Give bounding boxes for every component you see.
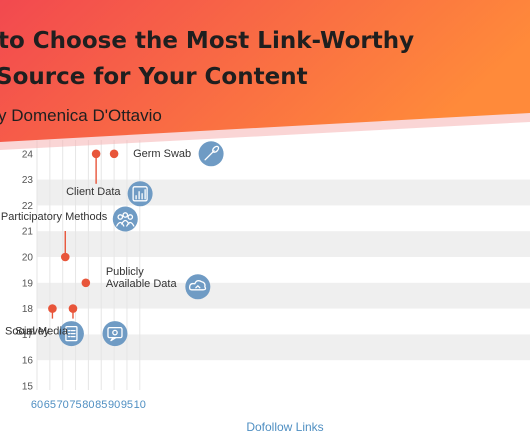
- header-banner: to Choose the Most Link-Worthy Source fo…: [0, 0, 530, 150]
- point-label: Social Media: [5, 326, 69, 338]
- data-point: [81, 278, 91, 288]
- x-tick-label: 65: [44, 399, 56, 411]
- y-tick-label: 20: [22, 253, 34, 264]
- point-label: Germ Swab: [133, 148, 191, 160]
- data-point-group: Social Media: [5, 304, 128, 347]
- chat-screen-icon: [102, 321, 128, 347]
- y-tick-label: 21: [22, 227, 34, 238]
- point-label: Client Data: [66, 186, 121, 198]
- x-axis-label: Dofollow Links: [246, 420, 323, 434]
- x-tick-label: 75: [69, 399, 81, 411]
- chart-bands: [37, 179, 530, 361]
- data-point-group: Publicly Available Data: [81, 266, 211, 300]
- y-tick-label: 15: [22, 382, 34, 393]
- article-title-line2: Source for Your Content: [0, 64, 308, 90]
- point-label: Survey: [15, 326, 50, 338]
- x-tick-label: 85: [95, 399, 107, 411]
- x-tick-label: 10: [134, 399, 146, 411]
- data-point-group: Survey: [15, 304, 84, 347]
- point-label: Participatory Methods: [1, 211, 108, 223]
- article-title-line1: to Choose the Most Link-Worthy: [0, 28, 414, 54]
- y-tick-label: 16: [22, 356, 34, 367]
- article-byline: y Domenica D'Ottavio: [0, 106, 162, 125]
- bar-chart-icon: [127, 181, 153, 207]
- data-point-group: Germ Swab: [109, 141, 224, 167]
- x-axis-ticks: 60 65 70 75 80 85 90 95 10: [31, 399, 146, 411]
- grid-band: [37, 282, 530, 309]
- y-tick-label: 22: [22, 201, 34, 212]
- cloud-data-icon: [185, 274, 211, 300]
- y-tick-label: 18: [22, 304, 34, 315]
- banner-background: [0, 0, 530, 142]
- y-tick-label: 17: [22, 330, 34, 341]
- grid-band: [37, 179, 530, 206]
- x-tick-label: 60: [31, 399, 43, 411]
- data-point-group: Participatory Methods: [1, 206, 138, 262]
- x-tick-label: 80: [82, 399, 94, 411]
- x-tick-label: 90: [108, 399, 120, 411]
- data-point: [48, 304, 57, 313]
- data-point: [60, 252, 70, 262]
- y-tick-label: 19: [22, 278, 34, 289]
- data-point-group: Client Data: [66, 149, 153, 207]
- y-axis-ticks: 15 16 17 18 19 20 21 22 23 24: [22, 149, 34, 392]
- y-tick-label: 23: [22, 175, 34, 186]
- data-point: [91, 149, 101, 159]
- y-tick-label: 24: [22, 149, 34, 160]
- grid-band: [37, 231, 530, 257]
- x-tick-label: 95: [121, 399, 133, 411]
- point-label: Publicly Available Data: [106, 266, 178, 290]
- data-point: [68, 304, 78, 313]
- people-group-icon: [112, 206, 138, 232]
- x-tick-label: 70: [57, 399, 69, 411]
- swab-icon: [198, 141, 224, 167]
- document-list-icon: [58, 321, 84, 347]
- data-point: [109, 149, 119, 159]
